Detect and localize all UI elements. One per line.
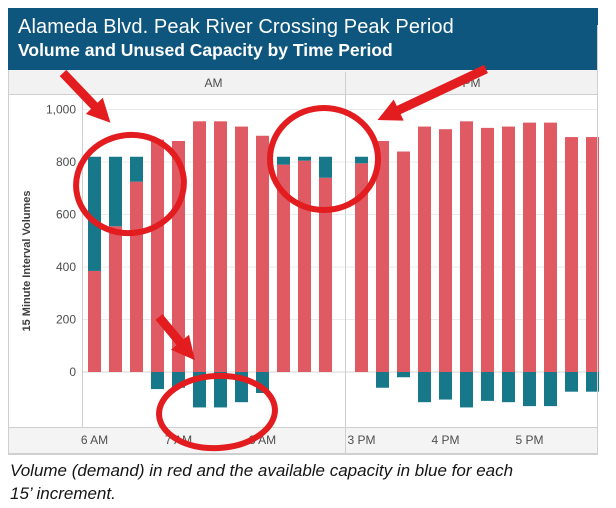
bar-volume-am-6:15 <box>109 226 122 372</box>
bar-unused-pm-5:15 <box>544 372 557 407</box>
panel-header-strip <box>9 70 597 94</box>
bar-unused-am-6:45 <box>151 372 164 390</box>
caption: Volume (demand) in red and the available… <box>10 461 514 504</box>
bar-volume-pm-5:00 <box>523 122 536 372</box>
bar-volume-pm-5:45 <box>586 137 599 372</box>
x-axis-strip <box>9 427 597 453</box>
bar-unused-pm-5:45 <box>586 372 599 392</box>
bar-volume-pm-3:30 <box>397 151 410 372</box>
bar-volume-pm-3:00 <box>355 163 368 372</box>
bar-unused-pm-4:15 <box>460 372 473 408</box>
bar-volume-pm-4:30 <box>481 127 494 372</box>
x-tick-label: 4 PM <box>431 433 459 447</box>
bar-unused-pm-5:00 <box>523 372 536 407</box>
y-tick-label: 0 <box>69 365 76 379</box>
bar-volume-pm-4:45 <box>502 126 515 372</box>
x-tick-label: 5 PM <box>515 433 543 447</box>
bar-volume-am-8:30 <box>298 160 311 372</box>
bar-volume-am-8:15 <box>277 164 290 372</box>
y-tick-label: 200 <box>56 313 76 327</box>
bar-unused-am-6:00 <box>88 156 101 271</box>
bar-volume-am-7:45 <box>235 126 248 372</box>
x-tick-label: 7 AM <box>165 433 192 447</box>
bar-unused-pm-4:00 <box>439 372 452 400</box>
y-tick-label: 600 <box>56 208 76 222</box>
x-tick-label: 6 AM <box>81 433 108 447</box>
y-tick-label: 800 <box>56 155 76 169</box>
chart-subtitle: Volume and Unused Capacity by Time Perio… <box>18 40 393 60</box>
chart-title: Alameda Blvd. Peak River Crossing Peak P… <box>18 16 454 38</box>
bar-unused-pm-3:45 <box>418 372 431 403</box>
bar-unused-am-6:30 <box>130 156 143 182</box>
x-tick-label: 3 PM <box>347 433 375 447</box>
bar-unused-am-6:15 <box>109 156 122 227</box>
bar-volume-pm-5:30 <box>565 137 578 372</box>
bar-unused-pm-3:15 <box>376 372 389 388</box>
bar-volume-am-7:15 <box>193 121 206 372</box>
bar-unused-am-8:00 <box>256 372 269 393</box>
panel-label-am: AM <box>205 76 223 90</box>
bar-volume-pm-3:15 <box>376 141 389 372</box>
bar-unused-pm-3:00 <box>355 156 368 164</box>
bar-volume-pm-5:15 <box>544 122 557 372</box>
bar-unused-am-8:15 <box>277 156 290 165</box>
bar-volume-am-6:30 <box>130 181 143 372</box>
panel-label-pm: PM <box>463 76 481 90</box>
bar-volume-pm-4:15 <box>460 121 473 372</box>
bar-unused-am-8:45 <box>319 156 332 178</box>
bar-volume-am-8:45 <box>319 177 332 372</box>
bar-unused-pm-4:30 <box>481 372 494 401</box>
bar-volume-pm-4:00 <box>439 129 452 372</box>
bar-unused-am-7:00 <box>172 372 185 388</box>
bar-unused-am-7:30 <box>214 372 227 408</box>
bar-unused-pm-5:30 <box>565 372 578 392</box>
bar-volume-am-7:00 <box>172 141 185 372</box>
x-tick-label: 8 AM <box>249 433 276 447</box>
bar-volume-am-6:45 <box>151 139 164 372</box>
bar-volume-am-7:30 <box>214 121 227 372</box>
y-axis-title: 15 Minute Interval Volumes <box>21 190 33 331</box>
bar-volume-am-8:00 <box>256 135 269 372</box>
bar-unused-pm-3:30 <box>397 372 410 378</box>
y-tick-label: 400 <box>56 260 76 274</box>
bar-volume-am-6:00 <box>88 270 101 372</box>
bar-volume-pm-3:45 <box>418 126 431 372</box>
chart-title-band: Alameda Blvd. Peak River Crossing Peak P… <box>8 8 598 70</box>
bar-unused-am-8:30 <box>298 156 311 161</box>
y-tick-label: 1,000 <box>46 103 76 117</box>
bar-unused-pm-4:45 <box>502 372 515 403</box>
bar-unused-am-7:15 <box>193 372 206 408</box>
bar-unused-am-7:45 <box>235 372 248 403</box>
